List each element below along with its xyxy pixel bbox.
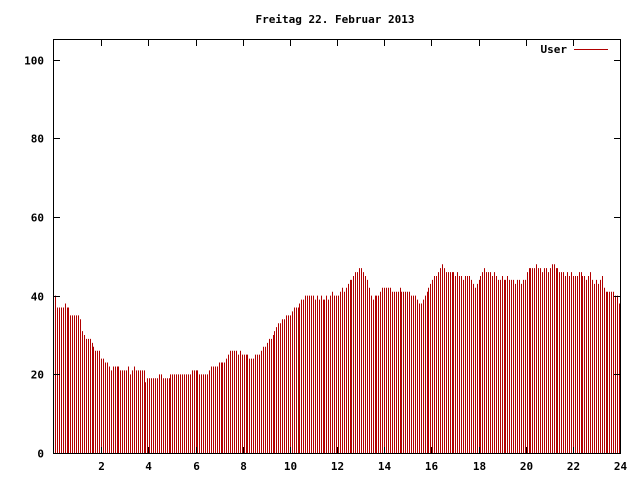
y-tick-label: 0 [37, 448, 44, 461]
legend-label: User [541, 43, 568, 56]
y-tick-label: 40 [31, 291, 44, 304]
x-tick-label: 16 [425, 460, 439, 473]
chart-title: Freitag 22. Februar 2013 [256, 13, 415, 26]
plot-frame [53, 39, 621, 454]
y-tick-label: 80 [31, 133, 44, 146]
y-axis: 0 20 40 60 80 100 [24, 55, 620, 461]
bar-series [55, 264, 620, 453]
x-tick-label: 10 [284, 460, 297, 473]
x-tick-label: 12 [331, 460, 344, 473]
x-tick-label: 4 [145, 460, 152, 473]
x-tick-label: 22 [567, 460, 580, 473]
x-tick-label: 6 [193, 460, 200, 473]
x-tick-label: 24 [614, 460, 628, 473]
legend: User [541, 43, 608, 56]
x-axis: 2 4 6 8 10 12 14 16 18 20 22 24 [98, 40, 627, 473]
x-tick-label: 18 [473, 460, 486, 473]
x-tick-label: 2 [98, 460, 105, 473]
y-tick-label: 20 [31, 369, 44, 382]
x-tick-label: 14 [378, 460, 392, 473]
y-tick-label: 60 [31, 212, 44, 225]
x-tick-label: 8 [240, 460, 247, 473]
x-tick-label: 20 [520, 460, 533, 473]
y-tick-label: 100 [24, 55, 44, 68]
